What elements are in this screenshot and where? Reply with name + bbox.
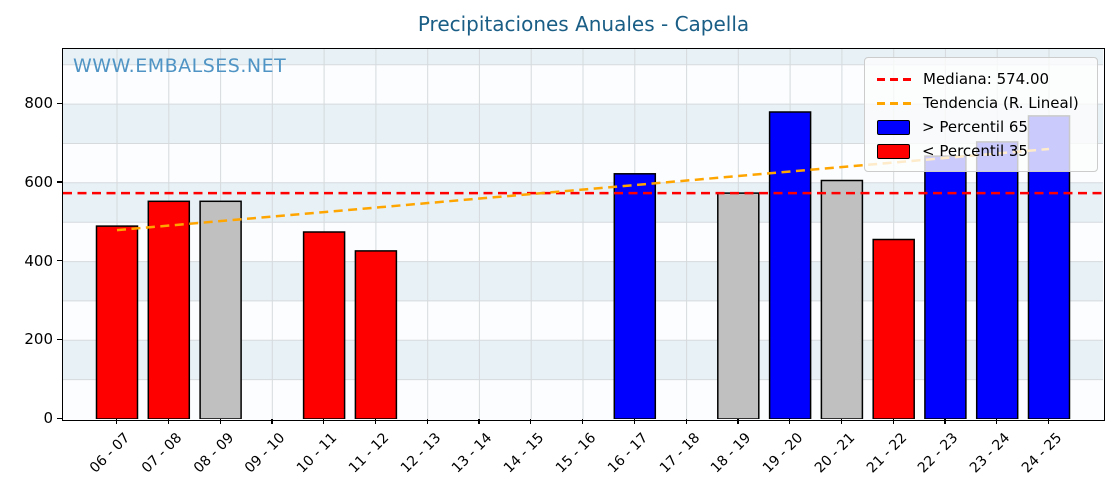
x-tick-mark	[426, 419, 428, 424]
x-tick-mark	[633, 419, 636, 424]
bar-10-11	[302, 231, 346, 419]
plot-area: WWW.EMBALSES.NET Mediana: 574.00 Tendenc…	[62, 48, 1105, 421]
legend-row-trend: Tendencia (R. Lineal)	[877, 91, 1085, 115]
legend: Mediana: 574.00 Tendencia (R. Lineal) > …	[864, 57, 1098, 172]
x-tick-mark	[167, 419, 170, 424]
x-tick-mark	[789, 419, 791, 424]
x-tick-label: 15 - 16	[552, 430, 600, 477]
x-tick-mark	[219, 419, 221, 424]
bar-22-23	[924, 155, 967, 419]
x-tick-label: 08 - 09	[190, 430, 237, 477]
y-tick-mark	[57, 102, 62, 104]
y-tick-mark	[57, 338, 62, 341]
bar-07-08	[147, 200, 191, 419]
trend-dashed-line-swatch	[877, 101, 911, 105]
legend-p65-label: > Percentil 65	[922, 118, 1028, 136]
bar-19-20	[768, 111, 812, 419]
y-tick-label: 200	[24, 330, 53, 349]
y-tick-mark	[57, 417, 62, 419]
x-tick-label: 20 - 21	[811, 430, 859, 477]
legend-row-p35: < Percentil 35	[877, 139, 1085, 163]
x-tick-label: 11 - 12	[345, 430, 393, 477]
x-tick-label: 10 - 11	[294, 430, 341, 477]
bar-08-09	[199, 200, 242, 419]
x-tick-label: 19 - 20	[760, 430, 807, 477]
bar-18-19	[717, 192, 760, 419]
x-tick-mark	[582, 419, 584, 424]
x-tick-mark	[685, 419, 687, 424]
bar-21-22	[872, 238, 915, 419]
percentil-35-swatch	[877, 143, 910, 159]
median-dashed-line-swatch	[877, 77, 911, 81]
percentil-65-swatch	[877, 119, 910, 135]
y-tick-mark	[57, 181, 62, 183]
y-tick-label: 600	[24, 172, 53, 191]
x-tick-label: 16 - 17	[604, 430, 652, 477]
bar-06-07	[95, 225, 139, 419]
y-tick-mark	[57, 260, 62, 262]
bar-20-21	[820, 179, 864, 419]
x-tick-mark	[892, 419, 894, 424]
bar-23-24	[975, 141, 1019, 419]
x-tick-label: 23 - 24	[967, 430, 1014, 477]
chart-title: Precipitaciones Anuales - Capella	[417, 12, 750, 36]
x-tick-mark	[944, 419, 946, 424]
x-tick-mark	[530, 419, 532, 424]
x-tick-mark	[840, 419, 843, 424]
legend-trend-label: Tendencia (R. Lineal)	[923, 94, 1079, 112]
legend-row-p65: > Percentil 65	[877, 115, 1085, 139]
legend-row-median: Mediana: 574.00	[877, 67, 1085, 91]
x-tick-label: 22 - 23	[915, 430, 962, 477]
x-tick-label: 21 - 22	[863, 430, 911, 477]
x-tick-mark	[116, 419, 118, 424]
x-tick-label: 12 - 13	[397, 430, 445, 477]
legend-p35-label: < Percentil 35	[922, 142, 1028, 160]
x-tick-mark	[737, 419, 739, 424]
x-tick-label: 24 - 25	[1018, 430, 1066, 477]
x-tick-mark	[1048, 419, 1050, 424]
x-tick-label: 07 - 08	[138, 430, 186, 477]
x-tick-mark	[323, 419, 325, 424]
x-tick-label: 13 - 14	[449, 430, 496, 477]
legend-median-label: Mediana: 574.00	[923, 70, 1050, 88]
bar-11-12	[354, 250, 398, 419]
x-tick-mark	[478, 419, 480, 424]
x-tick-label: 17 - 18	[656, 430, 703, 477]
x-tick-label: 06 - 07	[86, 430, 134, 477]
watermark: WWW.EMBALSES.NET	[73, 55, 287, 77]
trend-line	[116, 147, 1050, 232]
x-tick-mark	[374, 419, 377, 424]
bar-16-17	[613, 173, 657, 419]
x-tick-label: 18 - 19	[708, 430, 755, 477]
y-tick-label: 400	[24, 251, 53, 270]
x-tick-mark	[996, 419, 998, 424]
x-tick-label: 14 - 15	[501, 430, 548, 477]
x-tick-label: 09 - 10	[242, 430, 289, 477]
y-tick-label: 0	[43, 409, 53, 427]
x-tick-mark	[271, 419, 273, 424]
y-tick-label: 800	[24, 94, 53, 113]
